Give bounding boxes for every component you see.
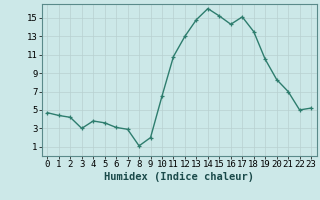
X-axis label: Humidex (Indice chaleur): Humidex (Indice chaleur) [104, 172, 254, 182]
